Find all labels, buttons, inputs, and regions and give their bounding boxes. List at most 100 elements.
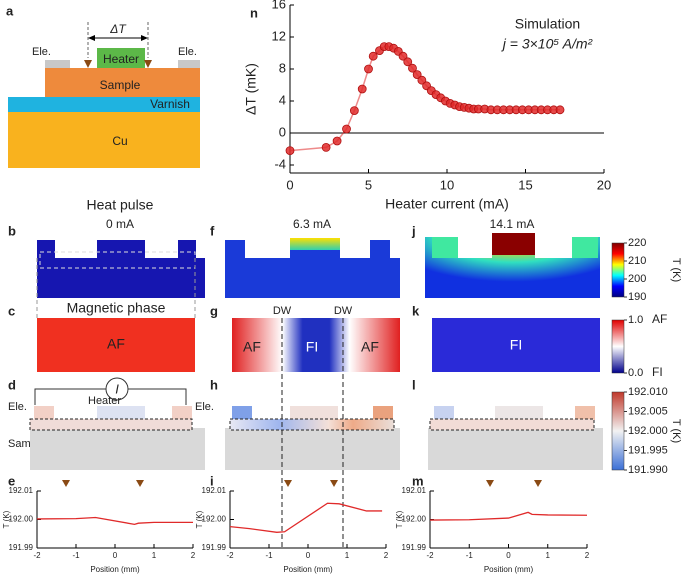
x-tick-label: -2: [33, 551, 41, 560]
x-tick-label: 20: [597, 177, 611, 192]
sensor-marker: [534, 480, 542, 487]
x-tick-label: 0: [306, 551, 311, 560]
electrode: [34, 406, 54, 420]
panel-label: h: [210, 377, 218, 392]
data-point: [342, 124, 351, 134]
colorbar-scale: [611, 319, 625, 374]
electrode: [373, 406, 393, 420]
phase-label: AF: [361, 339, 379, 355]
colorbar-tick-label: 220: [628, 237, 646, 249]
y-tick-label: 0: [279, 124, 286, 139]
heater-hot: [492, 233, 535, 255]
phase-maps: Magnetic phase AF AF FI AF DW DW FI: [37, 300, 600, 372]
electrode-warm: [572, 237, 598, 258]
phase-domains: [232, 318, 400, 372]
colorbar-tick-label: 200: [628, 273, 646, 285]
data-point: [417, 75, 427, 85]
substrate: [30, 428, 205, 470]
colorbar: 0.0 1.0 AF FI: [611, 312, 667, 379]
heat-maps: Heat pulse 0 mA 6.3 mA 14.1 mA: [36, 197, 600, 320]
panel-label: n: [250, 5, 258, 20]
sensor-marker: [136, 480, 144, 487]
current-source: [105, 377, 129, 401]
y-tick-label: 191.99: [9, 543, 34, 552]
phase-label: AF: [107, 336, 125, 352]
annotation: Simulation: [515, 16, 580, 32]
x-axis-label: Position (mm): [484, 565, 534, 574]
electrode: [45, 60, 70, 68]
sample-region: [229, 418, 395, 431]
magnetic-phase-label: Magnetic phase: [67, 300, 166, 316]
electrode: [434, 406, 454, 420]
data-line: [289, 45, 561, 152]
y-tick-label: 4: [279, 92, 286, 107]
panel-label: b: [8, 223, 16, 238]
x-tick-label: 2: [585, 551, 590, 560]
panel-label: c: [8, 303, 15, 318]
colorbar-tick-label: 192.005: [628, 405, 668, 417]
colorbar-tick-label: 191.990: [628, 464, 668, 476]
data-point: [321, 142, 331, 152]
y-tick-label: 192.00: [202, 515, 227, 524]
data-point: [349, 106, 359, 115]
colorbar-tick-label: 192.000: [628, 425, 668, 437]
x-axis-label: Position (mm): [90, 565, 140, 574]
y-tick-label: 192.01: [9, 486, 34, 495]
colorbar-label: T (K): [670, 419, 682, 443]
y-tick-label: 192.01: [202, 486, 227, 495]
data-line: [36, 516, 193, 526]
line-chart: 191.99 192.00 192.01 -2 -1 0 1 2 Position (mm) T …: [2, 486, 196, 574]
y-tick-label: 16: [272, 0, 286, 11]
sample-layer: [45, 68, 200, 97]
dw-label: DW: [334, 305, 353, 317]
y-axis-label: T (K): [2, 510, 11, 528]
sensor-marker: [330, 480, 338, 487]
data-point: [364, 64, 373, 74]
panel-label: e: [8, 473, 15, 488]
x-tick-label: -2: [226, 551, 234, 560]
sample-label: Sample: [100, 78, 141, 92]
temperature-maps: I Ele. Heater Ele. Sample: [8, 318, 603, 548]
colorbar-annotation: FI: [652, 365, 663, 379]
schematic: ΔT Heater Ele. Ele. Sample Varnish Cu: [8, 22, 200, 168]
heater-label: Heater: [103, 52, 139, 66]
phase-label: AF: [243, 339, 261, 355]
x-axis-label: Position (mm): [283, 565, 333, 574]
y-tick-label: 192.01: [402, 486, 427, 495]
electrode: [172, 406, 192, 420]
colorbar-scale: [611, 391, 625, 471]
heater-label: Heater: [88, 395, 121, 407]
current-label: I: [115, 381, 119, 396]
data-point: [555, 105, 565, 115]
x-tick-label: 1: [546, 551, 551, 560]
phase-fi: [432, 318, 600, 372]
varnish-label: Varnish: [150, 97, 190, 111]
heat-map: [37, 240, 205, 298]
panel-label: k: [412, 303, 420, 318]
electrode-warm: [432, 237, 458, 258]
colorbar: 190 200 210 220 T (K): [611, 237, 682, 303]
electrode: [232, 406, 252, 420]
y-tick-label: 192.00: [402, 515, 427, 524]
panel-label: d: [8, 377, 16, 392]
x-tick-label: 0: [286, 177, 293, 192]
ele-label: Ele.: [32, 46, 51, 58]
y-tick-label: 191.99: [202, 543, 227, 552]
heat-map: [425, 233, 600, 298]
x-tick-label: 0: [506, 551, 511, 560]
current-label: 0 mA: [106, 217, 134, 231]
sensor-marker: [284, 480, 292, 487]
x-tick-label: -2: [426, 551, 434, 560]
x-tick-label: 1: [345, 551, 350, 560]
heat-map: [225, 238, 400, 298]
data-line: [429, 511, 588, 521]
y-axis-label: ΔT (mK): [243, 63, 259, 115]
panel-label: i: [210, 473, 214, 488]
ele-label: Ele.: [195, 401, 214, 413]
sensor-marker: [62, 480, 70, 487]
x-tick-label: 2: [384, 551, 389, 560]
colorbar-label: T (K): [670, 258, 682, 282]
x-tick-label: 10: [440, 177, 454, 192]
dw-label: DW: [273, 305, 292, 317]
